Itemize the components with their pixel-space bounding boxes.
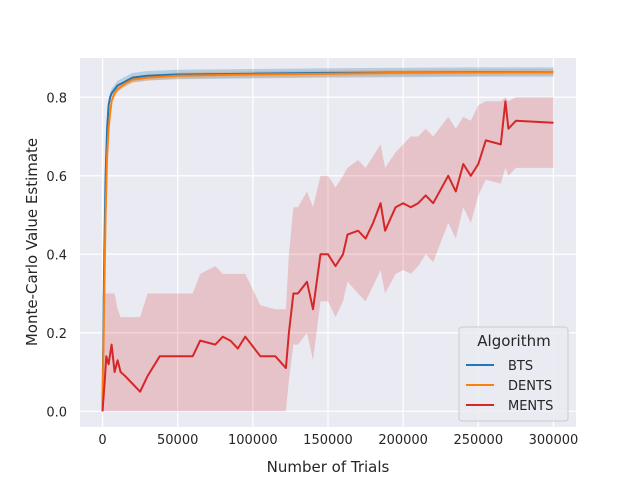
- legend-label-ments: MENTS: [508, 399, 553, 414]
- x-tick-label: 0: [98, 433, 106, 448]
- y-tick-label: 0.4: [46, 248, 67, 263]
- y-tick-label: 0.8: [46, 91, 67, 106]
- x-tick-label: 150000: [303, 433, 353, 448]
- legend-label-bts: BTS: [508, 359, 533, 374]
- y-axis-ticks: 0.0 0.2 0.4 0.6 0.8: [46, 91, 67, 420]
- series-lines: [101, 71, 554, 412]
- legend-label-dents: DENTS: [508, 379, 552, 394]
- legend: Algorithm BTS DENTS MENTS: [458, 326, 569, 422]
- x-tick-label: 100000: [228, 433, 278, 448]
- x-tick-label: 250000: [453, 433, 503, 448]
- x-tick-label: 300000: [529, 433, 579, 448]
- ments-series-line: [101, 100, 554, 412]
- x-axis-ticks: 0 50000 100000 150000 200000 250000 300000: [98, 433, 578, 448]
- x-axis-label: Number of Trials: [267, 458, 390, 476]
- y-tick-label: 0.2: [46, 327, 67, 342]
- y-axis-label: Monte-Carlo Value Estimate: [23, 138, 41, 346]
- legend-title: Algorithm: [477, 332, 550, 350]
- y-tick-label: 0.0: [46, 405, 67, 420]
- legend-box: [458, 326, 569, 422]
- legend-entries: BTS DENTS MENTS: [466, 359, 553, 414]
- y-tick-label: 0.6: [46, 170, 67, 185]
- x-tick-label: 50000: [157, 433, 198, 448]
- x-tick-label: 200000: [378, 433, 428, 448]
- dents-series-line: [101, 71, 554, 412]
